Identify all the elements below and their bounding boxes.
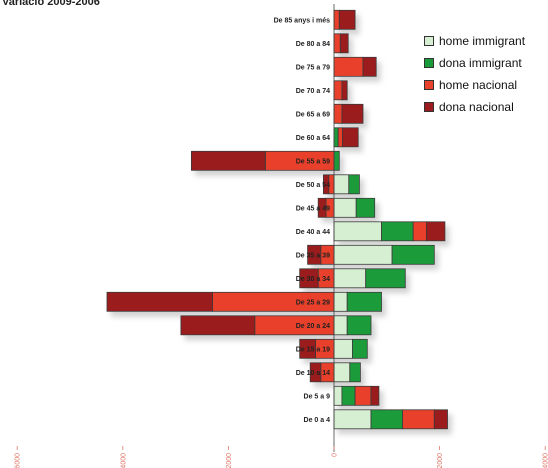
- category-label: De 0 a 4: [304, 417, 331, 424]
- bar-home-immigrant-de-5-a-9: [333, 385, 343, 406]
- bar-dona-immigrant-de-40-a-44: [381, 221, 414, 242]
- category-label: De 15 a 19: [296, 346, 330, 353]
- x-tick-label: -2000: [226, 453, 233, 468]
- bar-home-immigrant-de-10-a-14: [333, 362, 351, 383]
- bar-dona-nacional-de-35-a-39: [307, 244, 322, 265]
- bar-home-immigrant-de-25-a-29: [333, 291, 348, 312]
- bar-dona-nacional-de-45-a-49: [317, 197, 327, 218]
- category-label: De 55 a 59: [296, 158, 330, 165]
- category-label: De 60 a 64: [296, 135, 330, 142]
- legend-swatch-dona-nacional: [424, 102, 434, 112]
- chart-legend: home immigrant dona immigrant home nacio…: [424, 30, 525, 118]
- category-label: De 45 a 49: [296, 205, 330, 212]
- bar-home-nacional-de-40-a-44: [412, 221, 427, 242]
- bar-dona-immigrant-de-20-a-24: [346, 315, 372, 336]
- bars-group: [106, 9, 448, 430]
- x-tick-label: -4000: [120, 453, 127, 468]
- category-label: De 80 a 84: [296, 41, 330, 48]
- bar-dona-nacional-de-15-a-19: [299, 338, 316, 359]
- legend-label-dona-nacional: dona nacional: [439, 100, 514, 114]
- x-tick-label: 2000: [437, 453, 444, 468]
- bar-home-immigrant-de-15-a-19: [333, 338, 353, 359]
- bar-home-nacional-de-65-a-69: [333, 103, 343, 124]
- bar-home-immigrant-de-30-a-34: [333, 268, 367, 289]
- bar-home-nacional-de-75-a-79: [333, 56, 364, 77]
- bar-dona-nacional-de-25-a-29: [106, 291, 213, 312]
- bar-home-immigrant-de-50-a-54: [333, 174, 350, 195]
- legend-label-dona-immigrant: dona immigrant: [439, 56, 522, 70]
- bar-home-nacional-de-85-anys-i-m-s: [333, 9, 340, 30]
- bar-home-nacional-de-80-a-84: [333, 33, 341, 54]
- category-label: De 10 a 14: [296, 370, 330, 377]
- category-label: De 70 a 74: [296, 88, 330, 95]
- category-label: De 5 a 9: [304, 393, 331, 400]
- bar-dona-nacional-de-20-a-24: [180, 315, 256, 336]
- bar-dona-nacional-de-5-a-9: [370, 385, 380, 406]
- bar-home-immigrant-de-20-a-24: [333, 315, 348, 336]
- bar-dona-nacional-de-65-a-69: [341, 103, 364, 124]
- legend-item-home-immigrant: home immigrant: [424, 30, 525, 52]
- bar-dona-nacional-de-75-a-79: [362, 56, 377, 77]
- bar-dona-immigrant-de-10-a-14: [349, 362, 361, 383]
- bar-dona-nacional-de-10-a-14: [309, 362, 322, 383]
- legend-swatch-dona-immigrant: [424, 58, 434, 68]
- bar-dona-immigrant-de-15-a-19: [352, 338, 368, 359]
- bar-dona-nacional-de-60-a-64: [341, 127, 359, 148]
- bar-home-immigrant-de-45-a-49: [333, 197, 357, 218]
- category-label: De 40 a 44: [296, 229, 330, 236]
- chart-title: Variació 2009-2006: [2, 0, 100, 8]
- legend-item-home-nacional: home nacional: [424, 74, 525, 96]
- bar-home-immigrant-de-40-a-44: [333, 221, 382, 242]
- bar-dona-nacional-de-50-a-54: [322, 174, 330, 195]
- legend-swatch-home-nacional: [424, 80, 434, 90]
- legend-item-dona-immigrant: dona immigrant: [424, 52, 525, 74]
- bar-home-immigrant-de-0-a-4: [333, 409, 372, 430]
- x-tick-label: -6000: [15, 453, 22, 468]
- legend-label-home-immigrant: home immigrant: [439, 34, 526, 48]
- x-tick-label: 0: [332, 453, 339, 457]
- bar-dona-immigrant-de-60-a-64: [333, 127, 339, 148]
- bar-dona-nacional-de-30-a-34: [299, 268, 319, 289]
- category-label: De 75 a 79: [296, 64, 330, 71]
- bar-dona-immigrant-de-30-a-34: [365, 268, 406, 289]
- category-label: De 65 a 69: [296, 111, 330, 118]
- bar-dona-nacional-de-70-a-74: [341, 80, 348, 101]
- bar-home-nacional-de-70-a-74: [333, 80, 343, 101]
- bar-dona-nacional-de-85-anys-i-m-s: [338, 9, 356, 30]
- bar-dona-nacional-de-55-a-59: [190, 150, 266, 171]
- x-tick-label: 4000: [543, 453, 548, 468]
- category-label: De 35 a 39: [296, 252, 330, 259]
- legend-item-dona-nacional: dona nacional: [424, 96, 525, 118]
- bar-dona-nacional-de-80-a-84: [339, 33, 349, 54]
- bar-dona-immigrant-de-25-a-29: [346, 291, 382, 312]
- bar-home-nacional-de-5-a-9: [354, 385, 372, 406]
- bar-dona-immigrant-de-35-a-39: [391, 244, 435, 265]
- category-label: De 85 anys i més: [274, 17, 331, 24]
- bar-dona-immigrant-de-0-a-4: [370, 409, 404, 430]
- category-label: De 25 a 29: [296, 299, 330, 306]
- bar-dona-immigrant-de-50-a-54: [348, 174, 360, 195]
- bar-home-nacional-de-0-a-4: [402, 409, 435, 430]
- bar-dona-immigrant-de-55-a-59: [333, 150, 340, 171]
- bar-dona-nacional-de-0-a-4: [433, 409, 448, 430]
- legend-label-home-nacional: home nacional: [439, 78, 518, 92]
- category-label: De 30 a 34: [296, 276, 330, 283]
- category-label: De 20 a 24: [296, 323, 330, 330]
- legend-swatch-home-immigrant: [424, 36, 434, 46]
- bar-dona-immigrant-de-45-a-49: [355, 197, 376, 218]
- bar-home-nacional-de-60-a-64: [337, 127, 343, 148]
- category-label: De 50 a 54: [296, 182, 330, 189]
- bar-dona-immigrant-de-5-a-9: [341, 385, 356, 406]
- bar-dona-nacional-de-40-a-44: [425, 221, 446, 242]
- bar-home-immigrant-de-35-a-39: [333, 244, 393, 265]
